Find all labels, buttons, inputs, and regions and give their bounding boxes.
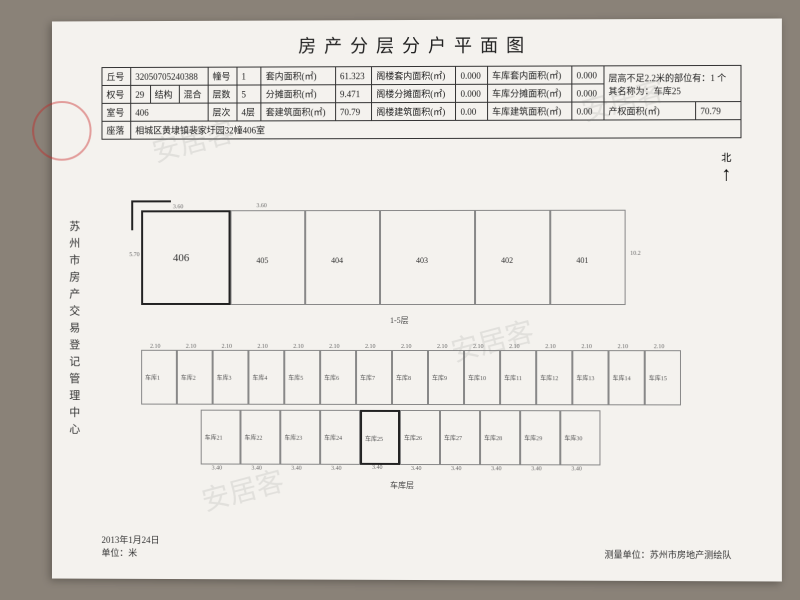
cell-label: 车库分摊面积(㎡) [488, 84, 572, 102]
cell-value: 5 [237, 85, 261, 103]
cell-value: 4层 [237, 103, 261, 121]
cell-value: 混合 [179, 85, 208, 103]
garage-box-highlighted: 车库253.40 [360, 410, 400, 465]
unit-box: 404 [305, 210, 380, 305]
unit-box: 403 [380, 210, 475, 305]
garage-box: 2.10车库10 [464, 350, 500, 405]
unit-box: 10.2401 [550, 210, 625, 305]
unit-number: 406 [173, 252, 189, 264]
row-label-upper: 1-5层 [390, 315, 409, 326]
garage-box: 2.10车库3 [213, 350, 249, 405]
cell-value: 9.471 [335, 85, 371, 103]
cell-value: 61.323 [335, 67, 371, 85]
cell-label: 阁楼套内面积(㎡) [372, 66, 456, 84]
table-row: 丘号 32050705240388 幢号 1 套内面积(㎡) 61.323 阁楼… [102, 65, 741, 85]
cell-label: 幢号 [208, 67, 237, 85]
garage-box: 2.10车库13 [572, 350, 608, 405]
garage-row: 2.10车库12.10车库22.10车库32.10车库42.10车库52.10车… [141, 350, 681, 406]
cell-value: 1 [237, 67, 261, 85]
garage-box: 2.10车库5 [284, 350, 320, 405]
cell-value: 70.79 [335, 103, 371, 121]
cell-label: 阁楼分摊面积(㎡) [372, 84, 456, 102]
table-row: 座落 相城区黄埭镇裴家圩园32幢406室 [102, 120, 741, 140]
footer-date: 2013年1月24日 单位：米 [101, 533, 159, 559]
garage-box: 2.10车库11 [500, 350, 536, 405]
cell-label: 层次 [208, 103, 237, 121]
unit-box: 3.60405 [231, 210, 306, 305]
cell-value: 29 [131, 85, 150, 103]
garage-box: 2.10车库15 [645, 350, 681, 405]
cell-value: 0.000 [572, 66, 604, 84]
garage-box: 车库223.40 [240, 410, 280, 465]
garage-box: 2.10车库2 [177, 350, 213, 405]
cell-label: 分摊面积(㎡) [261, 85, 335, 103]
cell-value: 0.000 [572, 84, 604, 102]
row-label-lower: 车库层 [390, 480, 414, 491]
garage-box: 2.10车库8 [392, 350, 428, 405]
cell-value: 32050705240388 [131, 67, 208, 85]
garage-box: 车库283.40 [480, 410, 520, 465]
garage-box: 2.10车库6 [320, 350, 356, 405]
cell-label: 座落 [102, 121, 131, 139]
cell-label: 阁楼建筑面积(㎡) [372, 102, 456, 120]
cell-label: 丘号 [102, 67, 131, 85]
garage-box: 2.10车库14 [609, 350, 645, 405]
floorplan-diagram: 406 3.60 5.70 3.60405 404 403 402 10.240… [141, 200, 721, 511]
garage-box: 2.10车库12 [536, 350, 572, 405]
cell-value: 406 [131, 103, 208, 121]
garage-box: 车库273.40 [440, 410, 480, 465]
north-compass: 北 ↑ [721, 149, 731, 184]
cell-label: 套内面积(㎡) [261, 67, 335, 85]
garage-box: 车库243.40 [320, 410, 360, 465]
garage-box: 车库233.40 [280, 410, 320, 465]
garage-box: 2.10车库4 [248, 350, 284, 405]
cell-label: 室号 [102, 103, 131, 121]
issuer-vertical-text: 苏州市房产交易登记管理中心 [52, 21, 82, 578]
garage-box: 车库293.40 [520, 410, 560, 465]
cell-label: 产权面积(㎡) [604, 102, 696, 120]
cell-value: 相城区黄埭镇裴家圩园32幢406室 [131, 120, 741, 140]
table-row: 室号 406 层次 4层 套建筑面积(㎡) 70.79 阁楼建筑面积(㎡) 0.… [102, 102, 741, 122]
compass-label: 北 [721, 149, 731, 164]
garage-box: 2.10车库9 [428, 350, 464, 405]
cell-value: 70.79 [696, 102, 741, 120]
cell-value: 0.00 [572, 102, 604, 120]
unit-highlighted: 406 3.60 5.70 [141, 210, 230, 305]
unit-box: 402 [475, 210, 550, 305]
document-title: 房产分层分户平面图 [52, 19, 782, 68]
cell-value: 0.00 [456, 102, 488, 120]
cell-label: 套建筑面积(㎡) [261, 103, 335, 121]
document-page: 苏州市房产交易登记管理中心 房产分层分户平面图 丘号 3205070524038… [52, 19, 782, 582]
cell-label: 层数 [208, 85, 237, 103]
footer-surveyor: 测量单位：苏州市房地产测绘队 [604, 548, 731, 562]
cell-value: 0.000 [456, 66, 488, 84]
cell-label: 车库建筑面积(㎡) [488, 102, 572, 120]
garage-box: 车库213.40 [201, 410, 241, 465]
cell-label: 结构 [150, 85, 179, 103]
garage-box: 车库303.40 [560, 410, 600, 465]
cell-note: 层高不足2.2米的部位有：1 个其名称为：车库25 [604, 65, 741, 102]
cell-label: 权号 [102, 85, 131, 103]
garage-box: 车库263.40 [400, 410, 440, 465]
cell-label: 车库套内面积(㎡) [488, 66, 572, 84]
garage-box: 2.10车库1 [141, 350, 177, 405]
arrow-up-icon: ↑ [721, 164, 731, 184]
garage-box: 2.10车库7 [356, 350, 392, 405]
garage-row: 车库213.40车库223.40车库233.40车库243.40车库253.40… [201, 410, 601, 466]
cell-value: 0.000 [456, 84, 488, 102]
property-info-table: 丘号 32050705240388 幢号 1 套内面积(㎡) 61.323 阁楼… [101, 65, 741, 140]
